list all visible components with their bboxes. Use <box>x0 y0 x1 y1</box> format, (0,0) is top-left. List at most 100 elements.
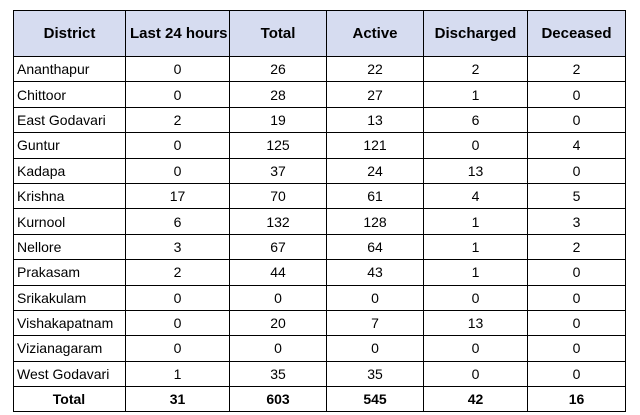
cell-last-24-hours: 0 <box>125 284 230 311</box>
header-row: District Last 24 hours Total Active Disc… <box>13 10 626 57</box>
cell-active: 64 <box>326 233 424 261</box>
table-row: Guntur 0 125 121 0 4 <box>13 132 626 159</box>
cell-active: 43 <box>326 259 424 286</box>
cell-district: West Godavari <box>13 360 126 388</box>
district-covid-table: District Last 24 hours Total Active Disc… <box>13 10 626 413</box>
cell-total: 20 <box>229 309 327 337</box>
cell-discharged: 4 <box>423 182 528 210</box>
cell-discharged: 1 <box>423 233 528 261</box>
cell-district: Nellore <box>13 233 126 261</box>
cell-total: 67 <box>229 233 327 261</box>
header-last-24-hours: Last 24 hours <box>125 10 230 57</box>
cell-deceased: 0 <box>527 335 626 362</box>
cell-deceased: 0 <box>527 360 626 388</box>
total-active: 545 <box>326 386 424 413</box>
header-discharged: Discharged <box>423 10 528 57</box>
cell-last-24-hours: 0 <box>125 157 230 184</box>
cell-active: 13 <box>326 106 424 134</box>
cell-active: 61 <box>326 182 424 210</box>
cell-active: 0 <box>326 284 424 311</box>
cell-deceased: 2 <box>527 55 626 83</box>
cell-active: 0 <box>326 335 424 362</box>
cell-district: Vizianagaram <box>13 335 126 362</box>
cell-discharged: 1 <box>423 208 528 235</box>
cell-deceased: 0 <box>527 284 626 311</box>
cell-district: Prakasam <box>13 259 126 286</box>
district-table-container: District Last 24 hours Total Active Disc… <box>13 10 626 413</box>
table-row: Kadapa 0 37 24 13 0 <box>13 157 626 184</box>
cell-last-24-hours: 0 <box>125 81 230 108</box>
header-district: District <box>13 10 126 57</box>
cell-district: Guntur <box>13 132 126 159</box>
table-row: Vishakapatnam 0 20 7 13 0 <box>13 309 626 337</box>
cell-deceased: 0 <box>527 157 626 184</box>
cell-deceased: 0 <box>527 106 626 134</box>
table-row: Chittoor 0 28 27 1 0 <box>13 81 626 108</box>
cell-total: 37 <box>229 157 327 184</box>
cell-district: East Godavari <box>13 106 126 134</box>
cell-last-24-hours: 1 <box>125 360 230 388</box>
cell-active: 22 <box>326 55 424 83</box>
cell-deceased: 0 <box>527 259 626 286</box>
cell-total: 125 <box>229 132 327 159</box>
totals-row: Total 31 603 545 42 16 <box>13 386 626 413</box>
cell-active: 7 <box>326 309 424 337</box>
cell-district: Chittoor <box>13 81 126 108</box>
cell-last-24-hours: 3 <box>125 233 230 261</box>
cell-last-24-hours: 17 <box>125 182 230 210</box>
cell-district: Ananthapur <box>13 55 126 83</box>
cell-active: 24 <box>326 157 424 184</box>
table-row: Krishna 17 70 61 4 5 <box>13 182 626 210</box>
cell-deceased: 2 <box>527 233 626 261</box>
cell-discharged: 1 <box>423 259 528 286</box>
cell-last-24-hours: 0 <box>125 132 230 159</box>
cell-deceased: 0 <box>527 309 626 337</box>
cell-total: 28 <box>229 81 327 108</box>
total-deceased: 16 <box>527 386 626 413</box>
totals-label: Total <box>13 386 126 413</box>
cell-active: 27 <box>326 81 424 108</box>
cell-total: 70 <box>229 182 327 210</box>
cell-discharged: 0 <box>423 360 528 388</box>
cell-discharged: 13 <box>423 309 528 337</box>
table-row: Srikakulam 0 0 0 0 0 <box>13 284 626 311</box>
cell-last-24-hours: 0 <box>125 335 230 362</box>
table-row: Ananthapur 0 26 22 2 2 <box>13 55 626 83</box>
table-row: Kurnool 6 132 128 1 3 <box>13 208 626 235</box>
cell-last-24-hours: 0 <box>125 309 230 337</box>
cell-total: 0 <box>229 335 327 362</box>
cell-total: 132 <box>229 208 327 235</box>
cell-discharged: 2 <box>423 55 528 83</box>
cell-discharged: 1 <box>423 81 528 108</box>
table-row: Vizianagaram 0 0 0 0 0 <box>13 335 626 362</box>
cell-last-24-hours: 6 <box>125 208 230 235</box>
cell-district: Kadapa <box>13 157 126 184</box>
header-total: Total <box>229 10 327 57</box>
cell-discharged: 0 <box>423 335 528 362</box>
cell-active: 128 <box>326 208 424 235</box>
total-discharged: 42 <box>423 386 528 413</box>
table-row: West Godavari 1 35 35 0 0 <box>13 360 626 388</box>
total-total: 603 <box>229 386 327 413</box>
cell-discharged: 6 <box>423 106 528 134</box>
total-last-24-hours: 31 <box>125 386 230 413</box>
cell-discharged: 13 <box>423 157 528 184</box>
header-active: Active <box>326 10 424 57</box>
cell-total: 0 <box>229 284 327 311</box>
cell-active: 121 <box>326 132 424 159</box>
cell-total: 44 <box>229 259 327 286</box>
cell-last-24-hours: 0 <box>125 55 230 83</box>
table-row: Nellore 3 67 64 1 2 <box>13 233 626 261</box>
cell-discharged: 0 <box>423 284 528 311</box>
cell-district: Kurnool <box>13 208 126 235</box>
cell-last-24-hours: 2 <box>125 106 230 134</box>
cell-district: Vishakapatnam <box>13 309 126 337</box>
cell-deceased: 5 <box>527 182 626 210</box>
cell-total: 26 <box>229 55 327 83</box>
cell-total: 19 <box>229 106 327 134</box>
cell-last-24-hours: 2 <box>125 259 230 286</box>
header-deceased: Deceased <box>527 10 626 57</box>
cell-deceased: 4 <box>527 132 626 159</box>
cell-deceased: 3 <box>527 208 626 235</box>
cell-active: 35 <box>326 360 424 388</box>
